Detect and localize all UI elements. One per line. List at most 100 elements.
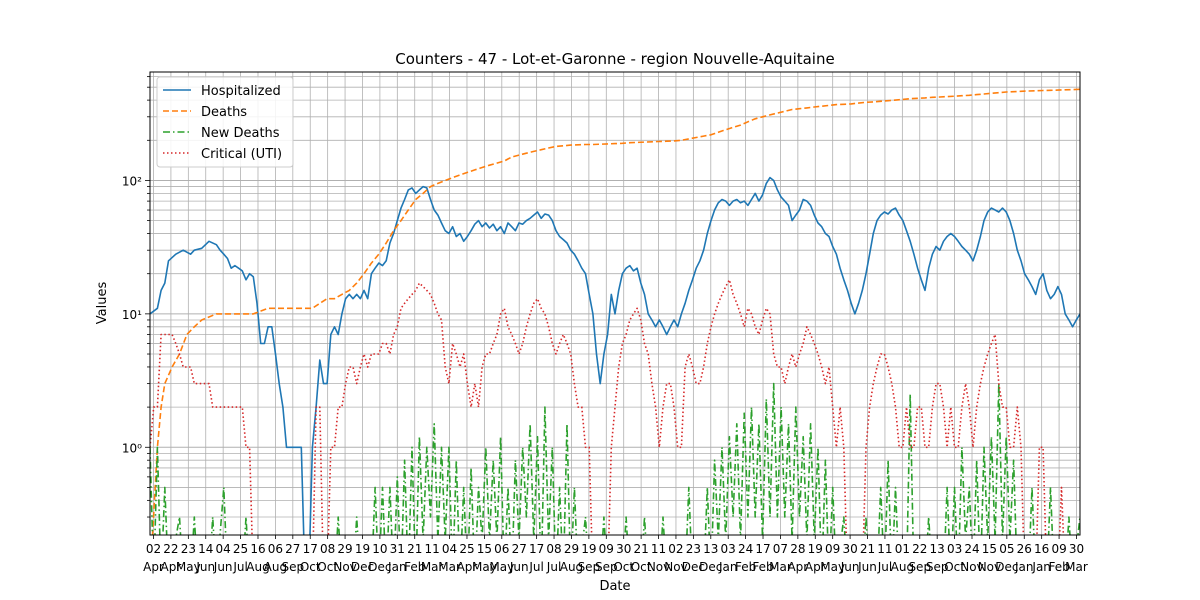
x-tick-label-day: 06 — [268, 542, 283, 556]
x-axis-label: Date — [599, 579, 630, 594]
x-tick-label-month: Aug — [891, 560, 914, 574]
x-tick-label-month: Jun — [213, 560, 233, 574]
x-tick-label-day: 02 — [146, 542, 161, 556]
x-tick-label-day: 30 — [1069, 542, 1084, 556]
x-tick-label-month: Nov — [978, 560, 1001, 574]
legend-label: Hospitalized — [201, 84, 281, 99]
x-tick-label-month: Aug — [560, 560, 583, 574]
x-tick-label-month: Oct — [300, 560, 321, 574]
x-tick-label-month: Feb — [735, 560, 756, 574]
x-tick-label-day: 30 — [842, 542, 857, 556]
x-tick-label-day: 21 — [860, 542, 875, 556]
y-tick-label: 10¹ — [122, 308, 142, 322]
x-tick-label-day: 14 — [198, 542, 213, 556]
x-tick-label-month: Dec — [995, 560, 1018, 574]
y-tick-label: 10² — [122, 174, 142, 188]
x-tick-label-day: 19 — [355, 542, 370, 556]
x-tick-label-month: Jul — [546, 560, 561, 574]
x-tick-label-day: 27 — [512, 542, 527, 556]
y-axis: 10⁰ 10¹ 10² — [122, 76, 150, 518]
x-tick-label-month: Dec — [351, 560, 374, 574]
series-layer — [150, 88, 1080, 535]
x-tick-label-day: 09 — [1051, 542, 1066, 556]
x-tick-label-month: Feb — [404, 560, 425, 574]
x-tick-label-day: 22 — [163, 542, 178, 556]
x-tick-label-month: May — [176, 560, 201, 574]
x-tick-label-month: Mar — [438, 560, 461, 574]
x-tick-label-day: 07 — [773, 542, 788, 556]
x-tick-label-month: Dec — [682, 560, 705, 574]
plot-frame — [149, 71, 1081, 536]
x-tick-label-month: Feb — [1048, 560, 1069, 574]
x-tick-label-day: 08 — [546, 542, 561, 556]
x-tick-label-month: Nov — [647, 560, 670, 574]
x-tick-label-day: 02 — [668, 542, 683, 556]
x-tick-label-day: 03 — [721, 542, 736, 556]
y-tick-label: 10⁰ — [122, 441, 142, 455]
x-tick-label-month: Apr — [787, 560, 808, 574]
x-tick-label-month: Oct — [631, 560, 652, 574]
x-tick-label-day: 11 — [651, 542, 666, 556]
x-tick-label-day: 04 — [442, 542, 457, 556]
x-tick-label-day: 17 — [755, 542, 770, 556]
legend: Hospitalized Deaths New Deaths Critical (UT… — [156, 76, 294, 168]
x-tick-label-month: Sep — [926, 560, 949, 574]
x-tick-label-month: Aug — [246, 560, 269, 574]
x-tick-label-day: 24 — [738, 542, 753, 556]
x-tick-label-month: Mar — [769, 560, 792, 574]
x-tick-label-day: 16 — [250, 542, 265, 556]
x-tick-label-day: 25 — [459, 542, 474, 556]
x-tick-label-month: Apr — [161, 560, 182, 574]
legend-label: Critical (UTI) — [201, 147, 282, 162]
x-tick-label-month: Jan — [1014, 560, 1034, 574]
x-tick-label-day: 10 — [372, 542, 387, 556]
x-tick-label-month: Dec — [699, 560, 722, 574]
x-tick-label-day: 06 — [494, 542, 509, 556]
grid — [150, 72, 1080, 535]
x-tick-label-day: 01 — [895, 542, 910, 556]
x-tick-label-day: 19 — [808, 542, 823, 556]
x-tick-label-month: Mar — [421, 560, 444, 574]
x-tick-label-month: Jul — [232, 560, 247, 574]
x-tick-label-day: 15 — [982, 542, 997, 556]
x-tick-label-day: 09 — [825, 542, 840, 556]
x-tick-label-day: 22 — [912, 542, 927, 556]
x-tick-label-month: Sep — [908, 560, 931, 574]
x-tick-label-month: Apr — [457, 560, 478, 574]
x-tick-label-day: 28 — [790, 542, 805, 556]
x-tick-label-month: May — [820, 560, 845, 574]
x-tick-label-month: Oct — [317, 560, 338, 574]
x-tick-label-day: 17 — [529, 542, 544, 556]
legend-label: Deaths — [201, 105, 247, 120]
x-tick-label-day: 16 — [1034, 542, 1049, 556]
x-tick-label-month: Aug — [264, 560, 287, 574]
x-tick-label-month: May — [472, 560, 497, 574]
x-tick-label-day: 13 — [703, 542, 718, 556]
x-tick-label-month: Jun — [509, 560, 529, 574]
x-tick-label-month: Jul — [528, 560, 543, 574]
x-tick-label-month: Sep — [595, 560, 618, 574]
x-tick-label-day: 24 — [964, 542, 979, 556]
x-tick-label-month: Oct — [944, 560, 965, 574]
x-tick-label-day: 08 — [320, 542, 335, 556]
x-tick-label-day: 23 — [181, 542, 196, 556]
x-tick-label-month: Nov — [960, 560, 983, 574]
series-line-deaths — [151, 88, 1080, 535]
x-tick-label-month: Sep — [578, 560, 601, 574]
x-tick-label-day: 11 — [425, 542, 440, 556]
x-tick-label-month: Sep — [282, 560, 305, 574]
x-tick-label-month: Dec — [368, 560, 391, 574]
x-tick-label-day: 29 — [564, 542, 579, 556]
x-tick-label-day: 11 — [877, 542, 892, 556]
series-line-hospitalized — [150, 176, 1080, 535]
legend-label: New Deaths — [201, 126, 280, 141]
x-tick-label-month: Jun — [195, 560, 215, 574]
x-tick-label-month: Jan — [1031, 560, 1051, 574]
x-axis: 02Apr22Apr23May14Jun04Jun25Jul16Aug06Aug… — [143, 535, 1088, 574]
chart-title: Counters - 47 - Lot-et-Garonne - region … — [395, 50, 834, 68]
x-tick-label-day: 29 — [337, 542, 352, 556]
x-tick-label-day: 09 — [599, 542, 614, 556]
x-tick-label-day: 03 — [947, 542, 962, 556]
x-tick-label-month: Nov — [333, 560, 356, 574]
